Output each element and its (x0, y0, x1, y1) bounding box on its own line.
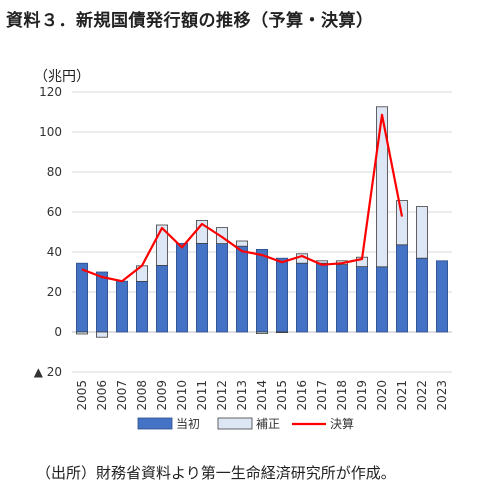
y-tick-label: 60 (47, 205, 62, 219)
x-tick-label: 2007 (115, 380, 129, 411)
y-tick-label: 80 (47, 165, 62, 179)
legend: 当初 補正 決算 (137, 416, 354, 431)
legend-label-supplementary: 補正 (256, 417, 280, 431)
bar-initial-2009 (155, 264, 168, 333)
y-tick-label: 120 (39, 85, 62, 99)
x-tick-label: 2014 (255, 380, 269, 411)
y-tick-labels: ▲ 20 0 20 40 60 80 100 120 (34, 85, 62, 379)
x-tick-labels: 2005 2006 2007 2008 2009 2010 2011 2012 2013 2014… (75, 380, 449, 411)
legend-swatch-supplementary (217, 417, 253, 430)
x-tick-label: 2008 (135, 380, 149, 411)
x-tick-label: 2020 (375, 380, 389, 411)
y-tick-label: 0 (54, 325, 62, 339)
bar-initial-2020 (375, 266, 388, 333)
bar-supplementary-2006 (96, 331, 109, 338)
x-tick-label: 2021 (395, 380, 409, 411)
bar-initial-2008 (135, 280, 148, 333)
legend-label-settlement: 決算 (330, 416, 354, 431)
bar-initial-2019 (355, 266, 368, 333)
legend-label-initial: 当初 (176, 417, 200, 431)
bar-supplementary-2012 (215, 227, 228, 245)
bar-initial-2014 (255, 248, 268, 333)
chart-svg: ▲ 20 0 20 40 60 80 100 120 2005 2006 2007 2008 2009… (34, 85, 452, 431)
bar-supplementary-2013 (235, 240, 248, 247)
x-tick-label: 2022 (415, 380, 429, 411)
x-tick-label: 2005 (75, 380, 89, 411)
y-tick-label: ▲ 20 (34, 365, 62, 379)
bar-supplementary-2022 (415, 206, 428, 259)
settlement-line (81, 113, 404, 283)
settlement-line-group (81, 113, 404, 283)
bar-initial-2012 (215, 243, 228, 333)
x-tick-label: 2017 (315, 380, 329, 411)
bar-initial-2010 (175, 242, 188, 333)
bar-initial-2006 (96, 271, 109, 333)
x-tick-label: 2010 (175, 380, 189, 411)
bar-initial-2016 (295, 262, 308, 333)
x-tick-label: 2011 (195, 380, 209, 411)
y-tick-label: 40 (47, 245, 62, 259)
bar-supplementary-2021 (395, 200, 408, 246)
y-axis-unit-label: （兆円） (34, 69, 90, 85)
bar-initial-2021 (395, 244, 408, 333)
x-tick-label: 2015 (275, 380, 289, 411)
x-tick-label: 2019 (355, 380, 369, 411)
x-tick-label: 2013 (235, 380, 249, 411)
y-tick-label: 100 (39, 125, 62, 139)
x-tick-label: 2016 (295, 380, 309, 411)
x-tick-label: 2023 (435, 380, 449, 411)
bar-initial-2015 (275, 257, 288, 333)
bar-initial-2018 (335, 264, 348, 333)
y-tick-label: 20 (47, 285, 62, 299)
legend-swatch-initial (137, 417, 173, 430)
bar-initial-2023 (435, 260, 448, 333)
bar-supplementary-2005 (76, 331, 89, 335)
bars (76, 106, 448, 338)
bar-initial-2007 (116, 280, 129, 333)
bar-supplementary-2020 (375, 106, 388, 268)
bar-supplementary-2015 (275, 331, 288, 334)
x-tick-label: 2006 (95, 380, 109, 411)
x-tick-label: 2018 (335, 380, 349, 411)
bar-initial-2022 (415, 257, 428, 333)
gridlines (72, 91, 452, 373)
x-tick-label: 2009 (155, 380, 169, 411)
bar-initial-2017 (315, 262, 328, 333)
bar-initial-2005 (76, 262, 89, 333)
bar-initial-2013 (235, 245, 248, 333)
chart-title: 資料３．新規国債発行額の推移（予算・決算） (6, 11, 374, 31)
x-tick-label: 2012 (215, 380, 229, 411)
source-note: （出所）財務省資料より第一生命経済研究所が作成。 (36, 464, 396, 482)
bar-supplementary-2014 (255, 331, 268, 335)
bar-supplementary-2009 (155, 224, 168, 266)
bar-initial-2011 (195, 242, 208, 333)
